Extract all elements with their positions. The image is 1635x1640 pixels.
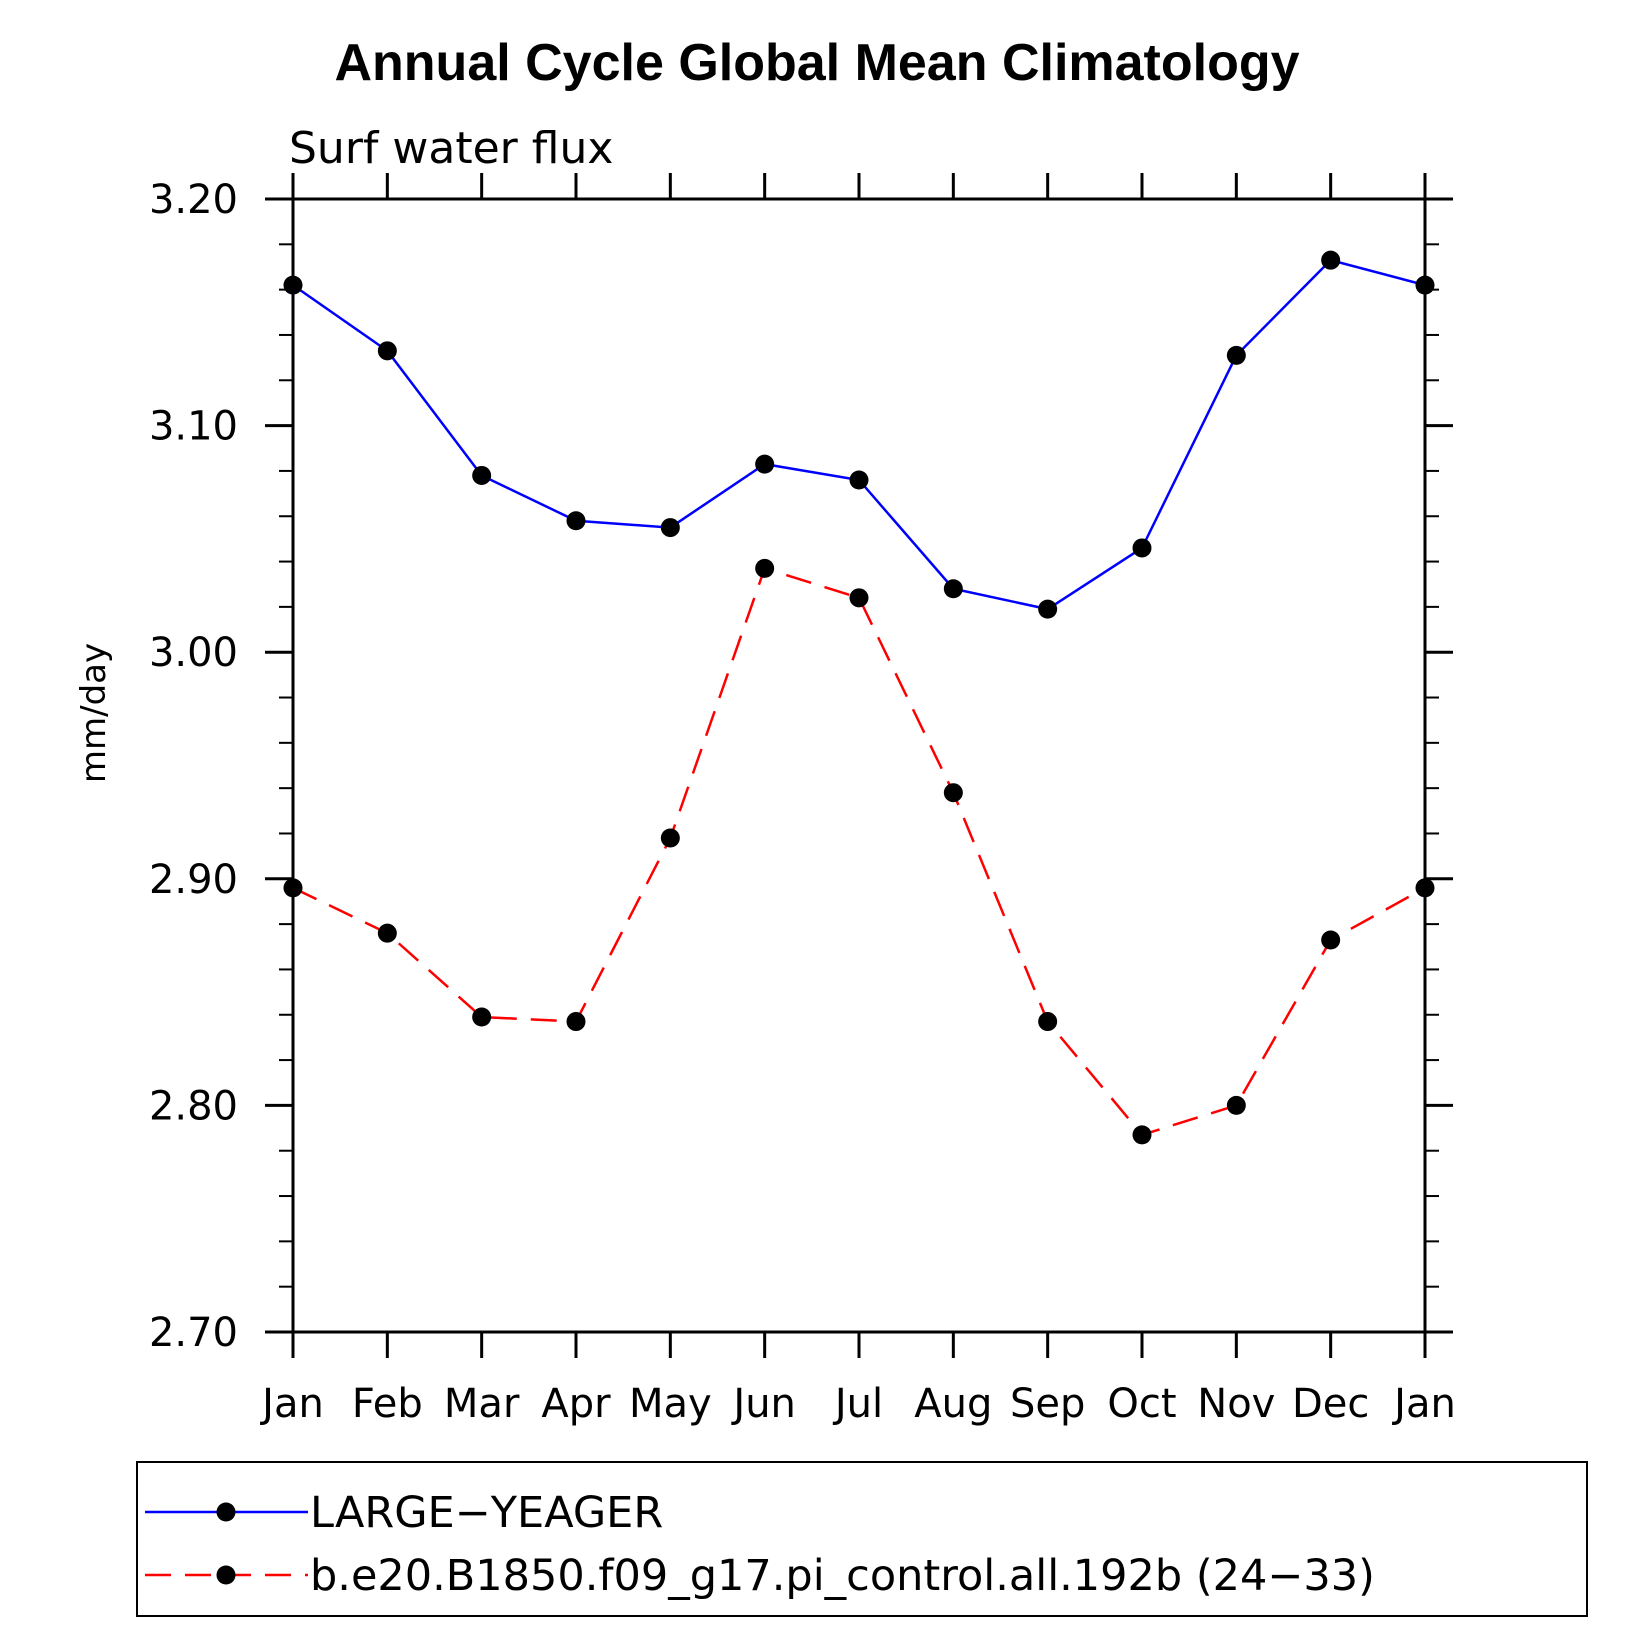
data-point xyxy=(943,579,963,599)
data-point xyxy=(755,454,775,474)
data-point xyxy=(1226,1095,1246,1115)
x-tick-label: Dec xyxy=(1292,1381,1369,1427)
axes: Jan Feb Mar Apr May Jun Jul Aug Sep Oct Nov Dec Jan 2… xyxy=(149,173,1456,1427)
x-tick-label: Feb xyxy=(352,1381,423,1427)
legend-item: LARGE−YEAGER xyxy=(145,1488,663,1538)
x-tick-label: Apr xyxy=(541,1381,611,1427)
data-point xyxy=(660,828,680,848)
x-tick-label: Jan xyxy=(1391,1381,1456,1427)
y-axis-label: mm/day xyxy=(74,643,114,783)
data-point xyxy=(1415,275,1435,295)
chart-title: Annual Cycle Global Mean Climatology xyxy=(334,34,1299,92)
data-point xyxy=(283,878,303,898)
x-tick-label: Jul xyxy=(832,1381,883,1427)
series-1 xyxy=(283,558,1435,1145)
series-line xyxy=(292,566,1426,1137)
y-tick-label: 2.80 xyxy=(149,1083,238,1129)
x-tick-label: Nov xyxy=(1197,1381,1275,1427)
y-tick-label: 2.90 xyxy=(149,857,238,903)
y-tick-label: 2.70 xyxy=(149,1310,238,1356)
data-point xyxy=(377,341,397,361)
data-point xyxy=(1415,878,1435,898)
y-tick-label: 3.20 xyxy=(149,177,238,223)
series-line xyxy=(292,258,1426,611)
plot-frame xyxy=(291,197,1427,1334)
x-tick-label: Jan xyxy=(259,1381,324,1427)
data-point xyxy=(1132,1125,1152,1145)
x-tick-label: Oct xyxy=(1107,1381,1176,1427)
data-point xyxy=(566,511,586,531)
data-point xyxy=(472,1007,492,1027)
legend-swatch-marker xyxy=(216,1502,236,1522)
x-tick-label: Jun xyxy=(730,1381,796,1427)
data-point xyxy=(1038,1012,1058,1032)
legend-box xyxy=(136,1461,1588,1617)
data-point xyxy=(849,588,869,608)
data-point xyxy=(660,518,680,538)
x-tick-label: Mar xyxy=(444,1381,520,1427)
x-tick-label: Aug xyxy=(914,1381,992,1427)
data-point xyxy=(377,923,397,943)
x-tick-label: May xyxy=(629,1381,712,1427)
legend-label: b.e20.B1850.f09_g17.pi_control.all.192b … xyxy=(310,1551,1375,1601)
data-point xyxy=(472,465,492,485)
data-point xyxy=(849,470,869,490)
legend-label: LARGE−YEAGER xyxy=(310,1488,663,1538)
legend-item: b.e20.B1850.f09_g17.pi_control.all.192b … xyxy=(145,1551,1375,1601)
data-point xyxy=(283,275,303,295)
x-tick-label: Sep xyxy=(1010,1381,1085,1427)
series-0 xyxy=(283,250,1435,619)
data-point xyxy=(566,1012,586,1032)
data-point xyxy=(943,783,963,803)
chart-subtitle: Surf water flux xyxy=(289,123,613,174)
data-point xyxy=(1038,599,1058,619)
data-point xyxy=(1321,930,1341,950)
legend-swatch-marker xyxy=(216,1565,236,1585)
plot-area xyxy=(283,250,1435,1145)
data-point xyxy=(1132,538,1152,558)
y-tick-label: 3.10 xyxy=(149,404,238,450)
legend: LARGE−YEAGER b.e20.B1850.f09_g17.pi_contr… xyxy=(136,1461,1588,1617)
data-point xyxy=(1321,250,1341,270)
data-point xyxy=(755,558,775,578)
y-tick-label: 3.00 xyxy=(149,630,238,676)
data-point xyxy=(1226,345,1246,365)
